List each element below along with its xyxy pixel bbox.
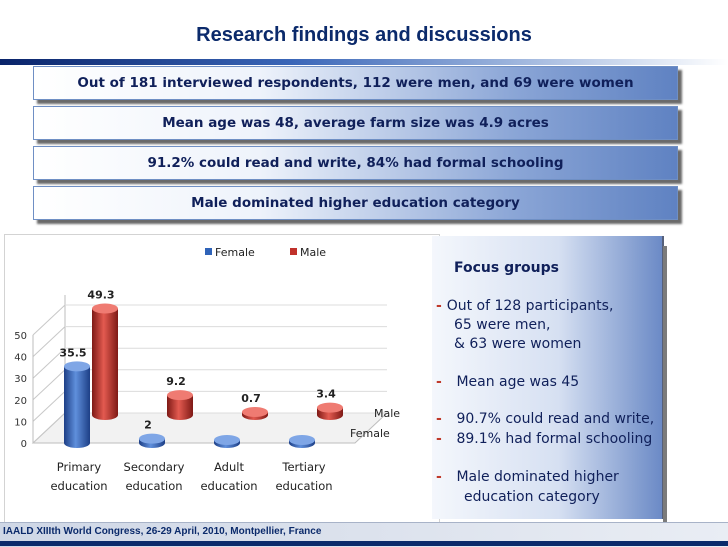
chart-legend: Female Male — [205, 246, 326, 259]
y-tick-label: 10 — [14, 417, 27, 428]
y-tick-label: 30 — [14, 374, 27, 385]
x-tick-label-primary-education: education — [50, 479, 107, 493]
focus-line-education-category: education category — [464, 489, 600, 505]
bar-male-primary-education — [92, 308, 118, 420]
legend-swatch-female — [205, 248, 212, 255]
focus-groups-title: Focus groups — [454, 260, 559, 276]
banner-literacy: 91.2% could read and write, 84% had form… — [33, 146, 678, 180]
data-label-male-secondary-education: 9.2 — [166, 375, 186, 388]
focus-line-age: - Mean age was 45 — [436, 374, 580, 390]
footer-rule — [0, 541, 728, 546]
grid-diagonal — [32, 347, 66, 379]
grid-diagonal — [32, 412, 66, 444]
x-tick-label-tertiary-education: education — [275, 479, 332, 493]
y-tick-label: 20 — [14, 396, 27, 407]
chart-panel: 0 10 20 30 40 50 49.3 9.2 0.7 3.4 35.5 2 Primary educ… — [4, 234, 440, 524]
data-label-male-adult-education: 0.7 — [241, 392, 261, 405]
grid-diagonal — [32, 326, 66, 357]
legend-label-female: Female — [215, 246, 255, 259]
grid-diagonal — [32, 304, 66, 336]
bar-male-secondary-education-cap — [167, 390, 193, 401]
bar-female-secondary-education-cap — [139, 433, 165, 444]
bar-female-primary-education — [64, 366, 90, 448]
x-tick-label-secondary-education: Secondary — [124, 460, 185, 474]
focus-line-read-write: - 90.7% could read and write, — [436, 411, 655, 427]
slide-title: Research findings and discussions — [196, 24, 532, 46]
banner-male-dominated: Male dominated higher education category — [33, 186, 678, 220]
data-label-female-primary-education: 35.5 — [59, 346, 86, 359]
x-tick-label-secondary-education: education — [125, 479, 182, 493]
legend-swatch-male — [290, 248, 297, 255]
focus-line-men: 65 were men, — [454, 317, 551, 333]
bar-male-secondary-education — [167, 395, 193, 420]
data-label-male-tertiary-education: 3.4 — [316, 388, 336, 401]
bar-chart: 0 10 20 30 40 50 49.3 9.2 0.7 3.4 35.5 2 Primary educ… — [14, 246, 400, 493]
y-tick-label: 0 — [21, 439, 27, 450]
title-rule — [0, 59, 728, 65]
y-tick-label: 50 — [14, 331, 27, 342]
banner-mean-age: Mean age was 48, average farm size was 4… — [33, 106, 678, 140]
chart-bars — [64, 303, 343, 448]
x-tick-label-tertiary-education: Tertiary — [281, 460, 325, 474]
footer-text: IAALD XIIIth World Congress, 26-29 April… — [3, 526, 322, 537]
bar-male-primary-education-cap — [92, 303, 118, 314]
focus-line-participants: - Out of 128 participants, — [436, 298, 614, 314]
grid-diagonal — [32, 369, 66, 401]
x-tick-label-adult-education: Adult — [214, 460, 244, 474]
bar-female-tertiary-education-cap — [289, 435, 315, 445]
depth-label-female: Female — [350, 427, 390, 440]
data-label-male-primary-education: 49.3 — [87, 289, 114, 302]
chart-labels: 0 10 20 30 40 50 49.3 9.2 0.7 3.4 35.5 2 Primary educ… — [14, 289, 400, 493]
focus-line-schooling: - 89.1% had formal schooling — [436, 431, 653, 447]
focus-panel-shadow — [663, 246, 667, 524]
x-tick-label-adult-education: education — [200, 479, 257, 493]
bar-female-adult-education-cap — [214, 435, 240, 445]
bar-male-adult-education-cap — [242, 407, 268, 417]
depth-label-male: Male — [374, 407, 400, 420]
focus-line-male-dominated: - Male dominated higher — [436, 469, 619, 485]
banner-respondents: Out of 181 interviewed respondents, 112 … — [33, 66, 678, 100]
legend-label-male: Male — [300, 246, 326, 259]
data-label-female-secondary-education: 2 — [144, 419, 152, 432]
bar-male-tertiary-education-cap — [317, 402, 343, 413]
focus-line-women: & 63 were women — [454, 336, 582, 352]
bar-female-primary-education-cap — [64, 361, 90, 372]
grid-diagonal — [32, 391, 66, 422]
y-tick-label: 40 — [14, 353, 27, 364]
x-tick-label-primary-education: Primary — [57, 460, 102, 474]
focus-groups-panel: Focus groups - Out of 128 participants, … — [432, 236, 664, 519]
